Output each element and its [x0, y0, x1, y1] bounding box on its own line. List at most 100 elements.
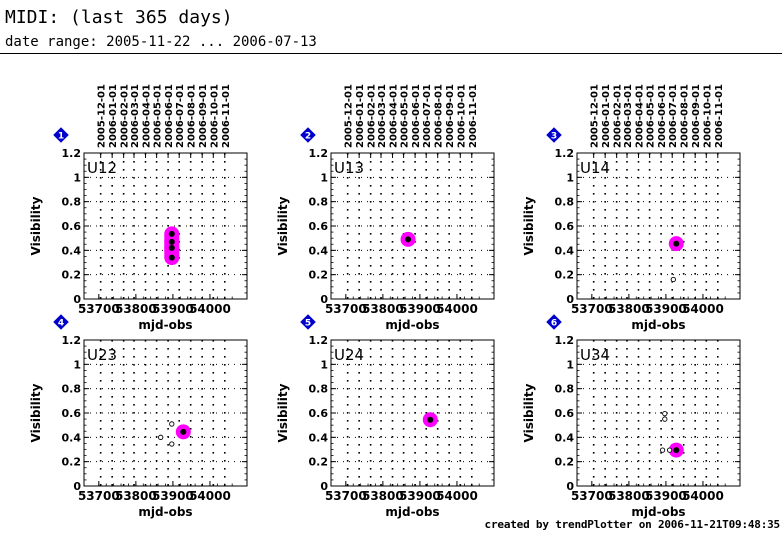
x-axis-title: mjd-obs: [631, 318, 685, 332]
x-tick-label: 54000: [189, 489, 231, 503]
data-point: [169, 239, 175, 245]
x-tick-label: 53700: [571, 302, 613, 316]
date-tick-label: 2005-12-01: [590, 84, 601, 148]
y-axis-title: Visibility: [29, 196, 43, 255]
x-tick-label: 53900: [152, 302, 194, 316]
y-tick-label: 0.4: [555, 431, 575, 444]
y-tick-label: 0.8: [309, 383, 329, 396]
date-tick-label: 2006-01-01: [108, 84, 119, 148]
x-tick-label: 54000: [682, 489, 724, 503]
y-tick-label: 0.6: [309, 407, 329, 420]
y-tick-label: 0.4: [62, 244, 82, 257]
date-tick-label: 2006-02-01: [613, 84, 624, 148]
panel-number-badge: 2: [300, 127, 316, 143]
y-tick-label: 0.4: [309, 431, 329, 444]
data-point-open: [170, 422, 174, 426]
date-tick-label: 2006-02-01: [120, 84, 131, 148]
y-axis-title: Visibility: [276, 383, 290, 442]
y-tick-label: 0.2: [555, 456, 575, 469]
badge-number: 5: [305, 319, 311, 329]
date-tick-label: 2006-07-01: [175, 84, 186, 148]
date-tick-label: 2006-11-01: [468, 84, 479, 148]
y-tick-label: 1.2: [309, 147, 329, 160]
data-point: [169, 231, 175, 237]
badge-number: 2: [305, 132, 311, 142]
x-tick-label: 53900: [152, 489, 194, 503]
date-tick-label: 2006-06-01: [657, 84, 668, 148]
y-tick-label: 0.4: [309, 244, 329, 257]
x-tick-label: 53700: [325, 302, 367, 316]
x-axis-title: mjd-obs: [138, 505, 192, 519]
y-axis-title: Visibility: [276, 196, 290, 255]
y-tick-label: 0.2: [555, 269, 575, 282]
date-tick-label: 2005-12-01: [97, 84, 108, 148]
date-tick-label: 2006-05-01: [646, 84, 657, 148]
x-tick-label: 53800: [115, 302, 157, 316]
y-tick-label: 0.6: [62, 407, 82, 420]
x-tick-label: 53800: [362, 489, 404, 503]
data-point-open: [671, 277, 675, 281]
chart-panel-u24: 00.20.40.60.811.253700538005390054000mjd…: [276, 314, 494, 519]
date-tick-label: 2006-07-01: [668, 84, 679, 148]
date-tick-label: 2006-07-01: [422, 84, 433, 148]
date-tick-label: 2006-03-01: [377, 84, 388, 148]
y-tick-label: 0.8: [555, 196, 575, 209]
date-tick-label: 2006-09-01: [691, 84, 702, 148]
date-tick-label: 2006-04-01: [141, 84, 152, 148]
baseline-label: U14: [580, 159, 610, 177]
y-tick-label: 0.8: [62, 383, 82, 396]
baseline-label: U23: [87, 346, 117, 364]
y-tick-label: 1.2: [555, 147, 575, 160]
date-tick-label: 2006-08-01: [187, 84, 198, 148]
date-tick-label: 2006-11-01: [221, 84, 232, 148]
data-point: [169, 255, 175, 261]
y-tick-label: 1.2: [62, 147, 82, 160]
y-tick-label: 1: [73, 358, 81, 371]
x-tick-label: 53700: [571, 489, 613, 503]
x-tick-label: 54000: [682, 302, 724, 316]
y-tick-label: 1.2: [62, 334, 82, 347]
x-axis-title: mjd-obs: [385, 318, 439, 332]
y-tick-label: 0.8: [555, 383, 575, 396]
date-tick-label: 2006-08-01: [680, 84, 691, 148]
date-tick-label: 2006-03-01: [623, 84, 634, 148]
x-tick-label: 53900: [645, 489, 687, 503]
x-tick-label: 53900: [399, 489, 441, 503]
y-tick-label: 0.2: [62, 269, 82, 282]
y-tick-label: 1: [320, 171, 328, 184]
date-tick-label: 2006-09-01: [198, 84, 209, 148]
panel-number-badge: 6: [546, 314, 562, 330]
footer-credit: created by trendPlotter on 2006-11-21T09…: [485, 518, 780, 531]
data-point-open: [660, 448, 664, 452]
data-point-open: [170, 442, 174, 446]
badge-number: 4: [58, 319, 64, 329]
panel-number-badge: 3: [546, 127, 562, 143]
date-tick-label: 2006-10-01: [456, 84, 467, 148]
y-tick-label: 0.2: [309, 456, 329, 469]
data-point-open: [663, 417, 667, 421]
y-axis-title: Visibility: [522, 196, 536, 255]
date-tick-label: 2006-04-01: [388, 84, 399, 148]
y-tick-label: 1: [566, 358, 574, 371]
y-tick-label: 0.8: [62, 196, 82, 209]
data-point-open: [663, 411, 667, 415]
y-tick-label: 0.4: [555, 244, 575, 257]
baseline-label: U34: [580, 346, 610, 364]
badge-number: 3: [551, 132, 557, 142]
x-axis-title: mjd-obs: [631, 505, 685, 519]
date-tick-label: 2006-03-01: [130, 84, 141, 148]
date-tick-label: 2006-10-01: [209, 84, 220, 148]
date-tick-label: 2006-11-01: [714, 84, 725, 148]
panel-number-badge: 5: [300, 314, 316, 330]
x-tick-label: 53700: [78, 489, 120, 503]
date-tick-label: 2006-05-01: [153, 84, 164, 148]
data-point: [673, 241, 679, 247]
date-tick-label: 2006-09-01: [445, 84, 456, 148]
x-axis-title: mjd-obs: [138, 318, 192, 332]
y-tick-label: 0.6: [555, 220, 575, 233]
chart-panel-u12: 00.20.40.60.811.253700538005390054000mjd…: [29, 84, 247, 332]
y-tick-label: 0.6: [555, 407, 575, 420]
date-tick-label: 2006-06-01: [411, 84, 422, 148]
date-tick-label: 2006-01-01: [601, 84, 612, 148]
